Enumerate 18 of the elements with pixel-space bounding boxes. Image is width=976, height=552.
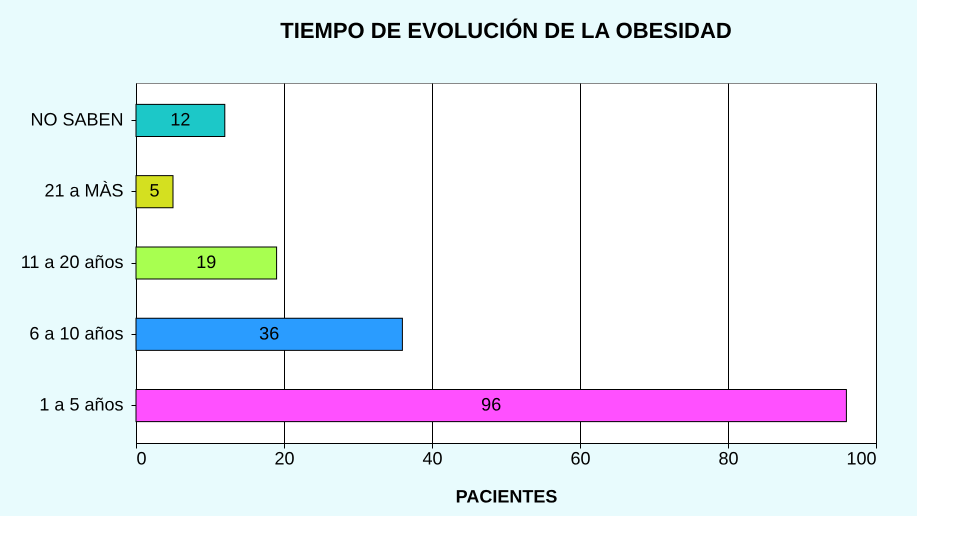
x-axis-title: PACIENTES — [456, 486, 558, 506]
x-tick-label: 80 — [718, 448, 739, 468]
data-label: 96 — [481, 394, 502, 415]
y-tick-label: 6 a 10 años — [29, 323, 124, 344]
x-tick-label: 0 — [136, 448, 147, 468]
y-tick-label: 21 a MÀS — [44, 180, 124, 201]
data-label: 19 — [196, 252, 216, 272]
y-tick-label: 11 a 20 años — [20, 252, 124, 272]
chart-title: TIEMPO DE EVOLUCIÓN DE LA OBESIDAD — [280, 18, 732, 43]
x-tick-label: 20 — [274, 448, 295, 468]
x-tick-label: 100 — [846, 448, 876, 468]
data-label: 5 — [149, 180, 160, 201]
data-label: 36 — [259, 323, 280, 344]
x-tick-label: 40 — [422, 448, 443, 468]
y-tick-label: NO SABEN — [30, 109, 124, 130]
x-tick-label: 60 — [570, 448, 591, 468]
y-tick-label: 1 a 5 años — [39, 394, 124, 415]
data-label: 12 — [170, 109, 190, 130]
